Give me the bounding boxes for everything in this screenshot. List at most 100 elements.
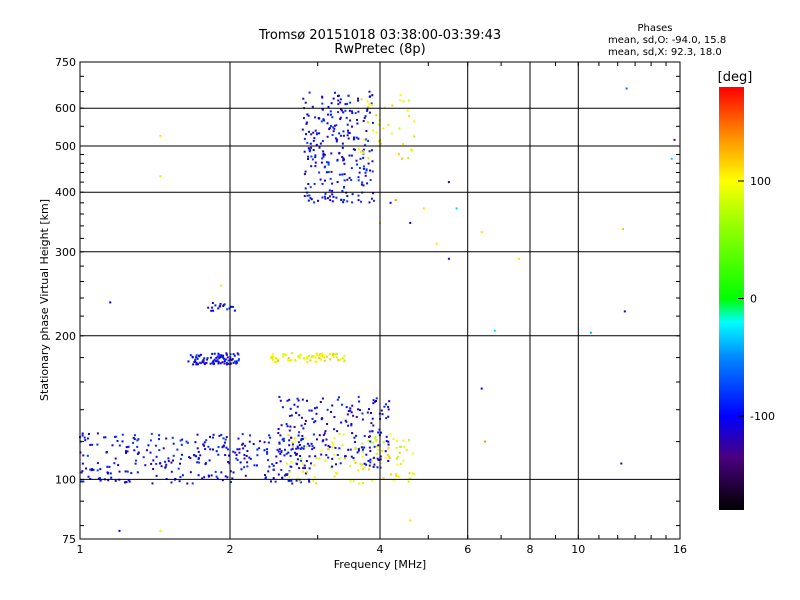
data-point [220,433,223,436]
data-point [368,103,371,106]
data-point [296,397,299,400]
data-point [385,440,388,443]
data-point [142,456,145,459]
data-point [321,140,324,143]
data-point [278,448,281,451]
data-point [267,459,269,462]
data-point [293,437,296,440]
data-point [364,115,367,118]
data-point [303,357,305,360]
data-point [290,479,293,482]
data-point [223,357,225,360]
data-point [382,127,385,130]
data-point [288,476,291,479]
y-axis-ticks: 75 100 200 300 400 500 600 750 [55,56,680,546]
data-point [367,157,370,160]
data-point [80,480,83,483]
data-point [321,397,324,400]
data-point [195,354,198,357]
data-point [275,462,278,464]
data-point [282,356,285,358]
data-point [226,308,229,311]
data-point [310,165,313,168]
data-point [298,444,301,446]
data-point [351,110,353,113]
data-point [390,132,393,135]
data-point [332,97,335,100]
data-point [369,450,372,452]
data-point [96,462,99,465]
data-point [218,356,221,359]
data-point [411,472,414,475]
data-point [272,353,275,356]
data-point [372,402,375,405]
data-point [244,444,246,447]
data-point [399,445,402,448]
data-point [243,454,246,456]
data-point [319,142,322,145]
data-point [320,120,323,123]
x-tick-label: 1 [77,543,84,556]
data-point [352,148,355,151]
data-point [363,462,366,465]
data-point [323,153,326,156]
data-point [300,416,303,419]
data-point [285,423,288,426]
data-point [193,454,195,456]
data-point [304,101,307,104]
data-point [170,470,173,473]
data-point [300,457,303,460]
data-point [203,357,206,360]
data-point [368,468,371,471]
data-point [312,149,315,151]
data-point [85,467,87,470]
data-point [219,362,222,365]
data-point [222,354,225,357]
data-point [361,412,364,415]
data-point [372,424,375,427]
data-point [227,362,230,365]
data-point [238,451,241,454]
data-point [249,434,252,437]
x-tick-label: 4 [377,543,384,556]
data-point [358,171,361,174]
data-point [229,362,232,365]
data-point [291,443,294,446]
data-point [390,473,392,476]
data-point [310,442,313,445]
data-point [96,469,99,472]
data-point [162,447,165,450]
data-point [349,119,352,122]
data-point [301,398,304,401]
data-point [263,449,266,452]
data-point [197,474,200,477]
data-point [263,441,266,444]
data-point [206,357,209,359]
data-point [295,447,298,450]
data-point [322,439,325,442]
data-point [329,358,332,361]
data-point [388,400,391,403]
data-point [351,193,354,196]
data-point [335,356,338,359]
data-point [238,358,240,361]
data-point [412,452,415,455]
data-point [352,414,355,417]
data-point [346,200,349,203]
data-point [106,471,109,474]
data-point [300,446,303,449]
data-point [134,462,137,465]
data-point [326,122,329,125]
data-point [327,161,330,164]
data-point [312,479,315,482]
data-point [315,352,318,355]
data-point [298,480,301,483]
data-point [226,356,229,359]
data-point [176,448,179,451]
data-point [306,356,308,359]
data-point [380,431,383,434]
data-point [403,445,406,448]
data-point [372,465,375,468]
data-point [307,114,310,117]
